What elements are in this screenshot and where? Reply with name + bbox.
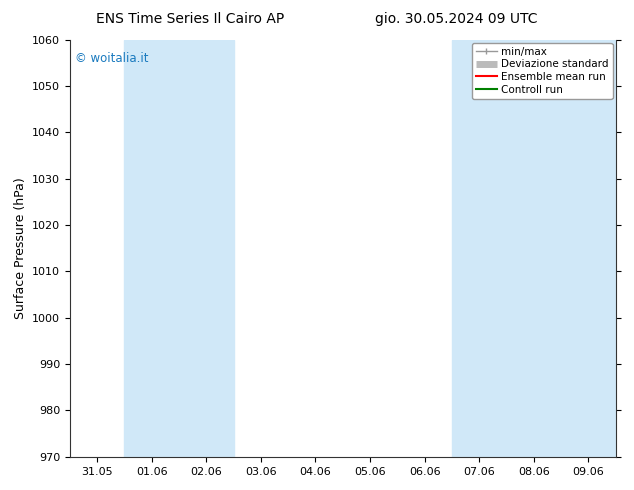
Text: © woitalia.it: © woitalia.it: [75, 52, 149, 65]
Text: gio. 30.05.2024 09 UTC: gio. 30.05.2024 09 UTC: [375, 12, 538, 26]
Y-axis label: Surface Pressure (hPa): Surface Pressure (hPa): [13, 177, 27, 319]
Bar: [124, 40, 233, 457]
Bar: [452, 40, 616, 457]
Legend: min/max, Deviazione standard, Ensemble mean run, Controll run: min/max, Deviazione standard, Ensemble m…: [472, 43, 612, 99]
Text: ENS Time Series Il Cairo AP: ENS Time Series Il Cairo AP: [96, 12, 284, 26]
